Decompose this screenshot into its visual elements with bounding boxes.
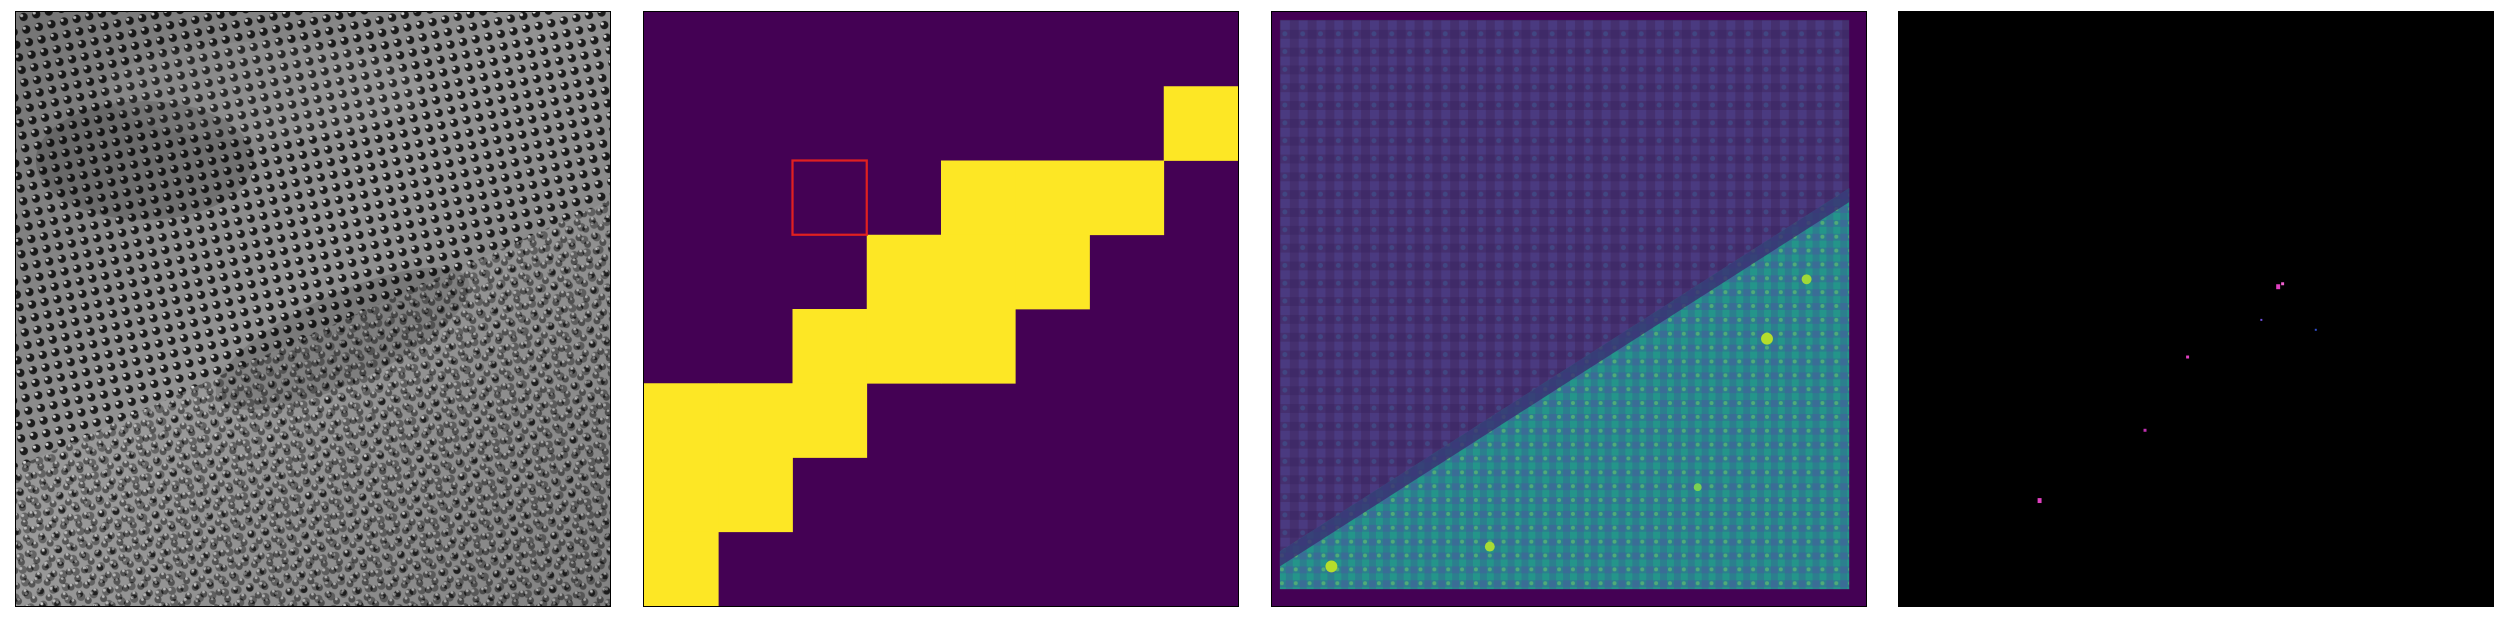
mask-cell (1089, 160, 1165, 236)
mask-cell (718, 457, 793, 533)
mask-cell (644, 457, 719, 533)
sparse-difference-map (1898, 11, 2494, 607)
heatmap-svg (1272, 12, 1866, 606)
mask-cell (866, 234, 942, 310)
hrtem-lattice-image (15, 11, 611, 607)
difference-map-svg (1899, 12, 2493, 606)
mask-cell (941, 234, 1016, 310)
mask-cell (718, 383, 793, 458)
mask-cell (1015, 234, 1090, 310)
mask-grid-svg (644, 12, 1238, 606)
mask-cell (1015, 160, 1090, 236)
mask-cell (644, 383, 719, 458)
heatmap-prediction (1271, 11, 1867, 607)
binary-segmentation-mask (643, 11, 1239, 607)
mask-cell (941, 160, 1016, 236)
mask-cell (792, 309, 868, 384)
selected-cell-outline (791, 159, 868, 236)
mask-cell (1163, 86, 1238, 161)
lattice-image-svg (16, 12, 610, 606)
mask-cell (866, 309, 942, 384)
mask-cell (941, 309, 1016, 384)
mask-cell (792, 383, 868, 458)
mask-cell (644, 531, 719, 606)
